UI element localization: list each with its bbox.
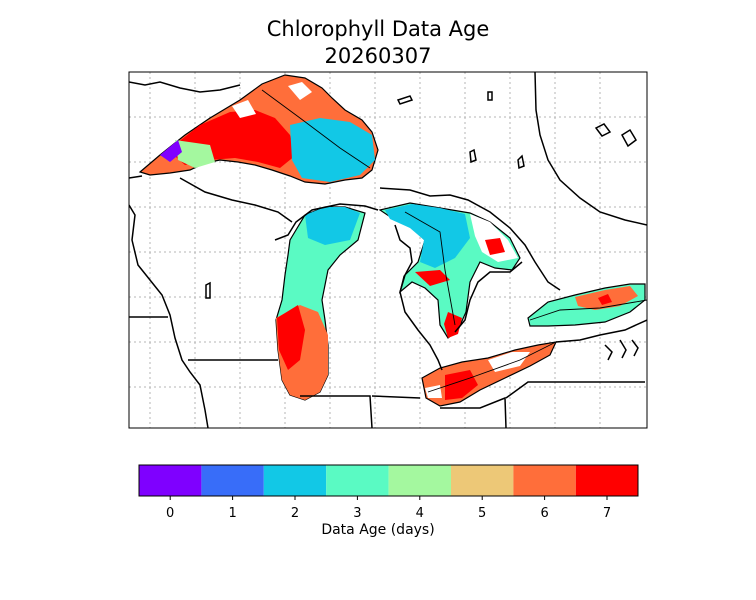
colorbar-tick-6: 6	[540, 506, 548, 521]
colorbar-tick-2: 2	[291, 506, 299, 521]
colorbar-swatch-2	[263, 465, 327, 496]
lake-superior	[138, 74, 379, 185]
lake-huron	[378, 202, 521, 339]
colorbar-frame	[138, 464, 639, 497]
colorbar-swatch-0	[139, 465, 202, 496]
colorbar-swatch-5	[451, 465, 514, 496]
colorbar-swatch-7	[575, 465, 639, 496]
colorbar-swatch-3	[326, 465, 389, 496]
lake-michigan	[275, 206, 366, 401]
map-frame	[128, 71, 648, 429]
colorbar-swatch-6	[513, 465, 576, 496]
colorbar-tick-5: 5	[478, 506, 486, 521]
colorbar-tick-7: 7	[603, 506, 611, 521]
colorbar-tick-0: 0	[166, 506, 174, 521]
colorbar-swatch-1	[201, 465, 264, 496]
colorbar-swatch-4	[388, 465, 451, 496]
islands	[205, 91, 637, 299]
map-area	[129, 72, 647, 428]
colorbar-tick-3: 3	[353, 506, 361, 521]
colorbar-tick-4: 4	[416, 506, 424, 521]
colorbar-label: Data Age (days)	[321, 522, 435, 538]
colorbar-tick-1: 1	[228, 506, 236, 521]
map-date: 20260307	[324, 44, 432, 68]
lake-erie	[421, 341, 558, 407]
map-title: Chlorophyll Data Age	[266, 17, 490, 41]
lake-boundary-lines	[261, 89, 647, 393]
colorbar: 0 1 2 3 4 5 6 7	[138, 464, 639, 521]
coastlines-and-borders	[129, 72, 647, 428]
